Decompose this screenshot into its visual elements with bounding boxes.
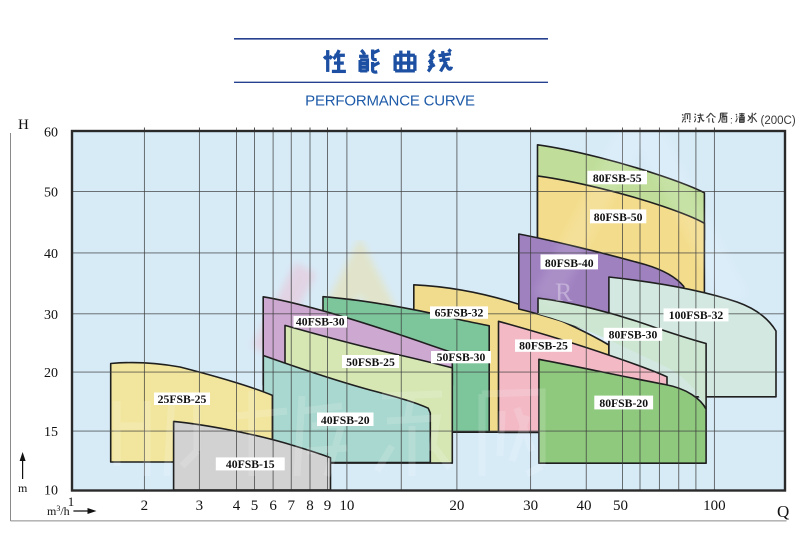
svg-text:80FSB-30: 80FSB-30	[609, 329, 658, 342]
svg-text:50FSB-25: 50FSB-25	[346, 356, 395, 369]
svg-text:40FSB-15: 40FSB-15	[226, 458, 275, 471]
svg-text:100FSB-32: 100FSB-32	[669, 309, 724, 322]
svg-text:20: 20	[44, 366, 58, 381]
svg-text:9: 9	[324, 498, 332, 514]
svg-text:50: 50	[44, 185, 58, 200]
svg-text:R: R	[555, 278, 573, 307]
svg-text:3: 3	[196, 498, 204, 514]
svg-text:50: 50	[613, 498, 628, 514]
svg-text::: :	[730, 116, 733, 127]
svg-text:H: H	[18, 117, 29, 133]
svg-text:5: 5	[251, 498, 259, 514]
svg-text:Q: Q	[777, 502, 789, 521]
svg-text:40: 40	[44, 247, 58, 262]
svg-text:80FSB-55: 80FSB-55	[593, 172, 642, 185]
svg-text:15: 15	[44, 425, 58, 440]
svg-text:10: 10	[339, 498, 354, 514]
svg-text:40: 40	[577, 498, 592, 514]
svg-text:80FSB-20: 80FSB-20	[599, 397, 648, 410]
svg-text:100: 100	[703, 498, 726, 514]
svg-text:4: 4	[233, 498, 241, 514]
svg-text:8: 8	[306, 498, 314, 514]
svg-text:m3/h: m3/h	[47, 504, 70, 518]
svg-text:m: m	[18, 481, 28, 495]
svg-text:80FSB-40: 80FSB-40	[545, 257, 594, 270]
svg-text:25FSB-25: 25FSB-25	[158, 393, 207, 406]
svg-text:50FSB-30: 50FSB-30	[437, 351, 486, 364]
svg-text:2: 2	[141, 498, 149, 514]
svg-text:6: 6	[269, 498, 277, 514]
svg-text:65FSB-32: 65FSB-32	[435, 307, 484, 320]
svg-text:40FSB-30: 40FSB-30	[296, 315, 345, 328]
svg-text:30: 30	[44, 308, 58, 323]
svg-text:(200C): (200C)	[761, 115, 796, 127]
svg-text:80FSB-50: 80FSB-50	[594, 211, 643, 224]
svg-text:60: 60	[44, 126, 58, 141]
svg-text:30: 30	[523, 498, 538, 514]
svg-text:7: 7	[288, 498, 296, 514]
svg-text:10: 10	[44, 484, 58, 499]
svg-text:PERFORMANCE CURVE: PERFORMANCE CURVE	[305, 93, 475, 110]
svg-text:1: 1	[68, 494, 75, 509]
svg-text:80FSB-25: 80FSB-25	[519, 340, 568, 353]
svg-text:40FSB-20: 40FSB-20	[321, 414, 370, 427]
svg-text:20: 20	[449, 498, 464, 514]
